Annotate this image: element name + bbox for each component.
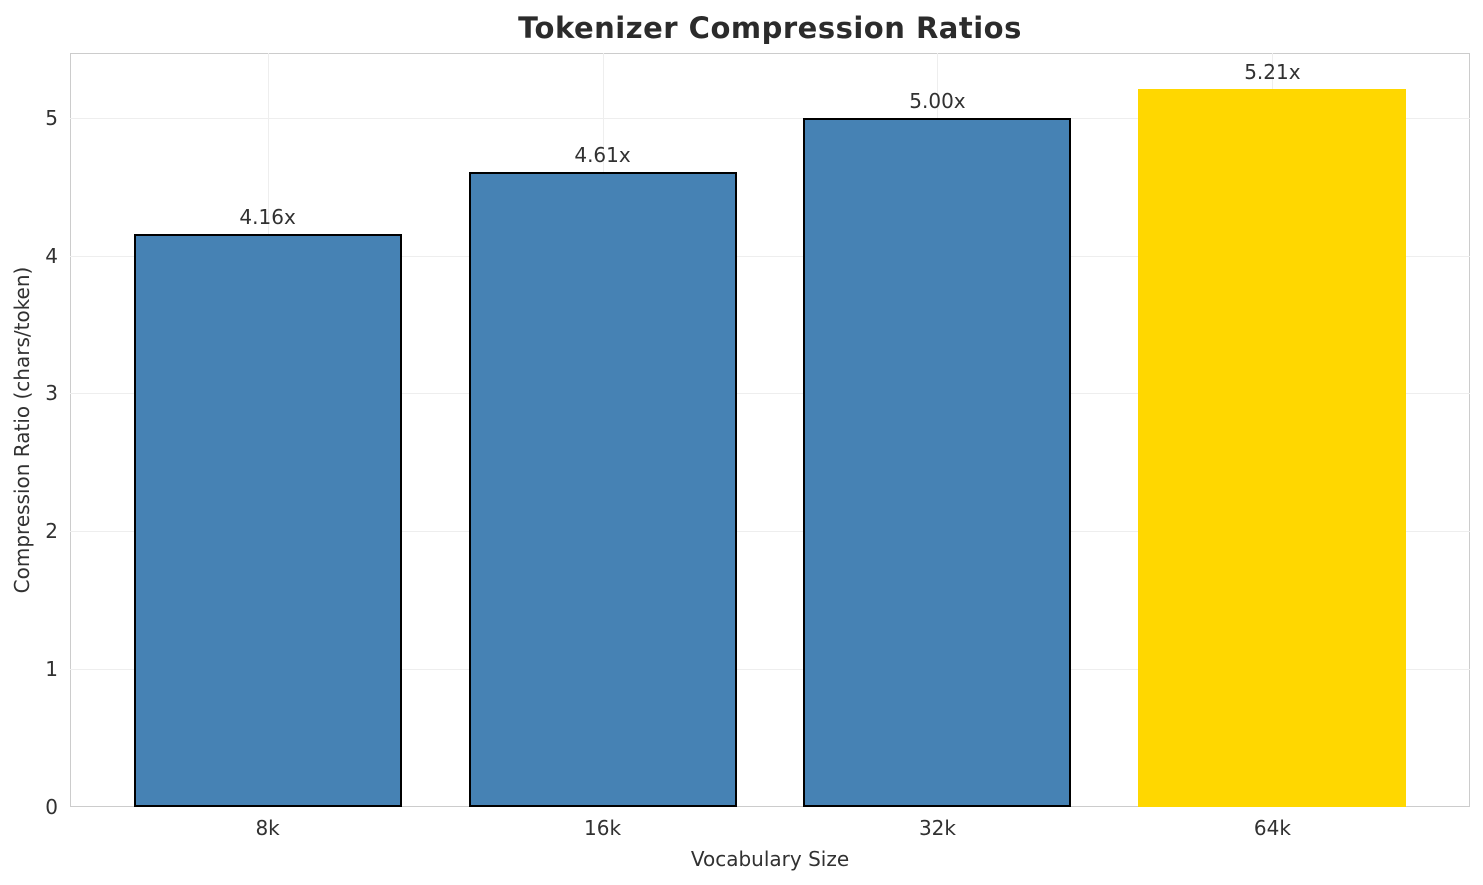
y-tick-label: 4	[45, 243, 58, 268]
y-tick-label: 0	[45, 795, 58, 819]
y-axis-label: Compression Ratio (chars/token)	[10, 266, 34, 594]
x-tick-label: 8k	[255, 816, 280, 840]
x-tick-label: 64k	[1253, 816, 1291, 840]
y-tick-label: 1	[45, 657, 58, 682]
bar-16k	[468, 171, 737, 807]
bar-value-label: 5.21x	[1244, 59, 1301, 84]
bar-value-label: 4.61x	[574, 142, 631, 167]
x-tick-label: 32k	[918, 816, 956, 840]
gridline-h	[70, 531, 1470, 533]
bar-8k	[133, 233, 402, 807]
gridline-h	[70, 393, 1470, 395]
gridline-h	[70, 255, 1470, 257]
gridline-h	[70, 117, 1470, 119]
x-tick-label: 16k	[584, 816, 622, 840]
y-tick-label: 3	[45, 381, 58, 406]
bar-value-label: 4.16x	[239, 204, 296, 229]
bar-value-label: 5.00x	[909, 88, 966, 113]
bar-64k	[1138, 88, 1407, 807]
gridline-h	[70, 669, 1470, 671]
x-axis-label: Vocabulary Size	[690, 847, 850, 871]
bar-32k	[803, 117, 1072, 807]
chart-title: Tokenizer Compression Ratios	[518, 11, 1022, 45]
y-tick-label: 5	[45, 105, 58, 130]
y-tick-label: 2	[45, 519, 58, 544]
